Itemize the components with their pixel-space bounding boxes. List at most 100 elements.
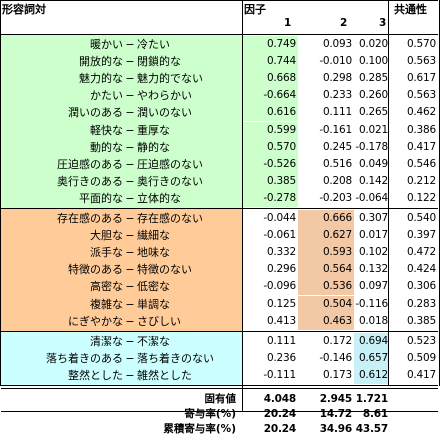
loading-factor-3: -0.178 (355, 140, 388, 153)
factor-number-3: 3 (379, 17, 387, 29)
adjective-left: 圧迫感のある (57, 157, 123, 171)
adjective-right: 雑然とした (137, 368, 192, 382)
loading-factor-1: 0.111 (266, 334, 296, 347)
adjective-pair: 高密な − 低密な (30, 278, 240, 295)
communality: 0.563 (406, 55, 436, 68)
loading-factor-1: -0.664 (263, 89, 296, 102)
communality: 0.462 (406, 106, 436, 119)
loading-factor-3: 0.132 (358, 263, 388, 276)
communality: 0.617 (406, 72, 436, 85)
communality: 0.523 (406, 334, 436, 347)
pair-separator: − (125, 38, 135, 51)
loading-factor-1: 0.668 (266, 72, 296, 85)
communality: 0.386 (406, 123, 436, 136)
loading-factor-3: 0.049 (358, 157, 388, 170)
loading-factor-2: 0.516 (322, 157, 352, 170)
highlight-cell (242, 87, 298, 105)
adjective-pair: 軽快な − 重厚な (30, 122, 240, 139)
pair-separator: − (125, 246, 135, 260)
factor-number-2: 2 (340, 17, 348, 29)
loading-factor-3: 0.018 (358, 314, 388, 327)
adjective-right: やわらかい (137, 89, 192, 103)
adjective-right: 潤いのない (137, 106, 192, 120)
adjective-left: 動的な (90, 140, 123, 154)
loading-factor-1: 0.332 (266, 246, 296, 259)
loading-factor-1: 0.296 (266, 263, 296, 276)
adjective-left: 潤いのある (68, 106, 123, 120)
communality: 0.417 (406, 140, 436, 153)
loading-factor-3: 0.017 (358, 229, 388, 242)
adjective-pair: 存在感のある − 存在感のない (30, 210, 240, 227)
loading-factor-1: 0.570 (266, 140, 296, 153)
adjective-right: さびしい (137, 314, 181, 328)
highlight-cell (298, 210, 354, 228)
adjective-pair: 開放的な − 閉鎖的な (30, 53, 240, 70)
footer-factor-3: 43.57 (355, 423, 388, 435)
communality: 0.546 (406, 157, 436, 170)
adjective-left: 開放的な (79, 55, 123, 69)
adjective-pair: 清潔な − 不潔な (30, 333, 240, 350)
adjective-left: 派手な (90, 246, 123, 260)
loading-factor-1: 0.125 (266, 297, 296, 310)
adjective-right: 落ち着きのない (137, 351, 214, 365)
highlight-cell (298, 244, 354, 262)
loading-factor-3: 0.285 (358, 72, 388, 85)
highlight-cell (298, 261, 354, 279)
communality: 0.509 (406, 351, 436, 364)
highlight-cell (354, 349, 388, 367)
highlight-cell (298, 227, 354, 245)
footer-top-border (1, 388, 438, 389)
loading-factor-2: 0.093 (322, 38, 352, 50)
loading-factor-2: 0.298 (322, 72, 352, 85)
loading-factor-2: 0.666 (322, 212, 352, 224)
pair-separator: − (125, 55, 135, 69)
loading-factor-2: -0.161 (319, 123, 352, 136)
adjective-right: 存在感のない (137, 212, 203, 225)
adjective-pair: 暖かい − 冷たい (30, 36, 240, 53)
adjective-pair: にぎやかな − さびしい (30, 313, 240, 330)
adjective-pair: 動的な − 静的な (30, 139, 240, 156)
loading-factor-1: -0.061 (263, 229, 296, 242)
loading-factor-2: 0.233 (322, 89, 352, 102)
loading-factor-2: 0.593 (322, 246, 352, 259)
highlight-cell (242, 70, 298, 88)
highlight-cell (354, 332, 388, 350)
highlight-cell (242, 104, 298, 122)
communality: 0.417 (406, 368, 436, 381)
loading-factor-3: 0.020 (358, 38, 388, 50)
loading-factor-2: -0.010 (319, 55, 352, 68)
adjective-right: 奥行きのない (137, 174, 203, 188)
adjective-pair: 落ち着きのある − 落ち着きのない (30, 350, 240, 367)
adjective-right: 冷たい (137, 38, 170, 51)
footer-label: 累積寄与率(%) (163, 423, 236, 435)
highlight-cell (354, 366, 388, 384)
communality: 0.397 (406, 229, 436, 242)
adjective-left: かたい (90, 89, 123, 103)
loading-factor-1: -0.278 (263, 191, 296, 204)
loading-factor-2: 0.172 (322, 334, 352, 347)
adjective-pair: 圧迫感のある − 圧迫感のない (30, 156, 240, 173)
loading-factor-1: 0.749 (266, 38, 296, 50)
factor-column-border (242, 0, 243, 411)
highlight-cell (298, 295, 354, 313)
pair-separator: − (125, 157, 135, 171)
loading-factor-2: 0.111 (322, 106, 352, 119)
adjective-left: 落ち着きのある (46, 351, 123, 365)
pair-separator: − (125, 89, 135, 103)
loading-factor-2: 0.245 (322, 140, 352, 153)
pair-separator: − (125, 334, 135, 348)
loading-factor-3: 0.142 (358, 174, 388, 187)
loading-factor-1: -0.044 (263, 212, 296, 224)
loading-factor-3: 0.307 (358, 212, 388, 224)
header-bottom-border (1, 34, 438, 35)
pair-separator: − (125, 191, 135, 205)
group-2-shading (1, 209, 242, 331)
loading-factor-1: 0.744 (266, 55, 296, 68)
highlight-cell (242, 36, 298, 54)
loading-factor-3: 0.694 (358, 334, 388, 347)
pair-separator: − (125, 351, 135, 365)
pair-separator: − (125, 368, 135, 382)
pair-separator: − (125, 229, 135, 243)
group-3-shading (1, 331, 242, 385)
